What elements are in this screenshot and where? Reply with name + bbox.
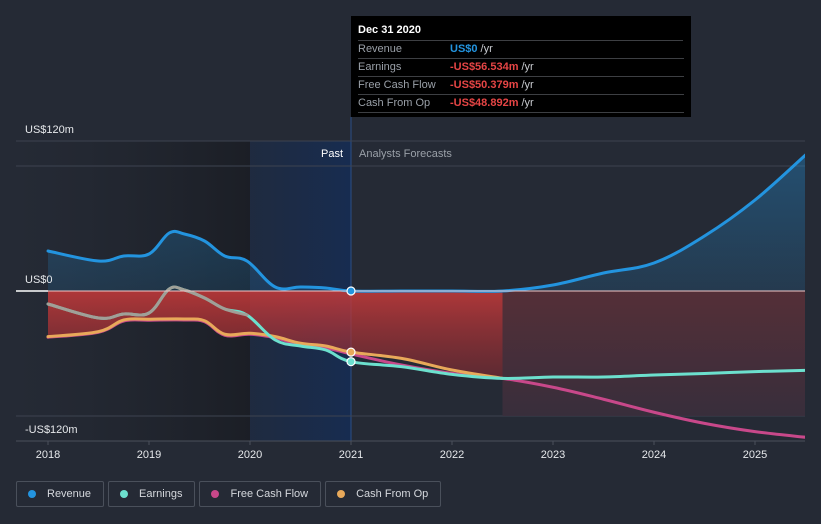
y-axis-label: US$0 <box>25 274 53 286</box>
earnings-line-past-muted <box>46 285 249 320</box>
y-axis-label: -US$120m <box>25 424 78 436</box>
legend-item-revenue[interactable]: Revenue <box>16 481 105 507</box>
tooltip-row-value: -US$50.379m <box>450 79 519 91</box>
data-point-cash-from-op[interactable] <box>346 347 356 357</box>
x-axis-label: 2020 <box>238 449 262 461</box>
data-point-revenue[interactable] <box>346 286 356 296</box>
x-axis-label: 2021 <box>339 449 363 461</box>
legend-item-cash-from-op[interactable]: Cash From Op <box>325 481 442 507</box>
tooltip-row: Revenue US$0/yr <box>358 41 684 59</box>
tooltip-row-unit: /yr <box>521 97 534 109</box>
x-axis-label: 2018 <box>36 449 60 461</box>
legend-item-free-cash-flow[interactable]: Free Cash Flow <box>199 481 322 507</box>
x-axis-label: 2019 <box>137 449 161 461</box>
tooltip-row: Free Cash Flow -US$50.379m/yr <box>358 77 684 95</box>
tooltip-row: Earnings -US$56.534m/yr <box>358 59 684 77</box>
tooltip-row: Cash From Op -US$48.892m/yr <box>358 95 684 113</box>
x-axis-label: 2024 <box>642 449 666 461</box>
y-axis-label: US$120m <box>25 124 74 136</box>
tooltip-row-unit: /yr <box>480 43 493 55</box>
tooltip-row-value: -US$56.534m <box>450 61 519 73</box>
x-axis-label: 2025 <box>743 449 767 461</box>
legend-dot-icon <box>120 490 129 498</box>
forecast-loss-area <box>502 291 805 416</box>
tooltip-row-label: Free Cash Flow <box>358 79 436 91</box>
legend-label: Earnings <box>139 488 183 500</box>
tooltip-date: Dec 31 2020 <box>358 22 683 41</box>
series-line-revenue <box>46 153 805 293</box>
legend-label: Free Cash Flow <box>230 488 309 500</box>
tooltip-row-unit: /yr <box>521 79 534 91</box>
tooltip-row-value: -US$48.892m <box>450 97 519 109</box>
legend: Revenue Earnings Free Cash Flow Cash From O… <box>16 481 442 507</box>
legend-label: Revenue <box>47 488 92 500</box>
data-point-earnings[interactable] <box>346 357 356 367</box>
tooltip-row-value: US$0 <box>450 43 478 55</box>
tooltip: Dec 31 2020 Revenue US$0/yr Earnings -US$56… <box>351 16 691 117</box>
x-axis-label: 2022 <box>440 449 464 461</box>
revenue-area <box>48 155 805 292</box>
chart-canvas: US$120m US$0 -US$120m 2018 2019 2020 2021 2022 2… <box>16 117 805 461</box>
legend-dot-icon <box>211 490 220 498</box>
tooltip-row-label: Cash From Op <box>358 97 431 109</box>
legend-label: Cash From Op <box>356 488 429 500</box>
series-line-cash-from-op <box>46 317 504 380</box>
legend-item-earnings[interactable]: Earnings <box>108 481 196 507</box>
legend-dot-icon <box>337 490 346 498</box>
tooltip-row-label: Earnings <box>358 61 402 73</box>
legend-dot-icon <box>28 490 36 498</box>
forecast-label: Analysts Forecasts <box>359 148 452 160</box>
x-axis-label: 2023 <box>541 449 565 461</box>
tooltip-row-unit: /yr <box>521 61 534 73</box>
tooltip-row-label: Revenue <box>358 43 403 55</box>
past-label: Past <box>321 148 343 160</box>
loss-area <box>48 291 503 379</box>
